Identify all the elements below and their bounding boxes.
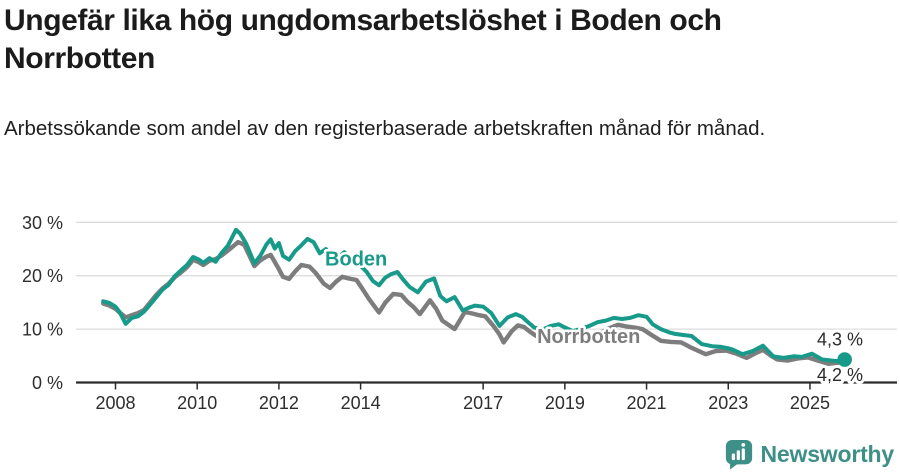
newsworthy-logo-icon [725,439,752,470]
brand-name: Newsworthy [760,440,895,467]
end-value-label-norrbotten: 4,2 % [817,365,863,385]
chart-title-line-1: Ungefär lika hög ungdomsarbetslöshet i B… [4,4,722,37]
x-tick-label: 2008 [95,393,135,413]
chart-title-line-2: Norrbotten [4,42,155,75]
newsworthy-brand: Newsworthy [724,438,894,470]
chart-title: Ungefär lika hög ungdomsarbetslöshet i B… [4,2,722,78]
y-tick-label: 0 % [32,373,63,393]
y-tick-label: 30 % [22,213,63,233]
series-label-boden: Boden [325,249,387,271]
series-label-norrbotten: Norrbotten [537,326,640,348]
x-tick-label: 2019 [545,393,585,413]
chart-subtitle: Arbetssökande som andel av den registerb… [4,117,766,140]
x-tick-label: 2021 [627,393,667,413]
series-end-dot-boden [837,352,852,367]
x-tick-label: 2010 [177,393,217,413]
series-line-norrbotten [100,239,847,366]
x-tick-label: 2023 [708,393,748,413]
series-line-boden [101,227,847,364]
end-value-label-boden: 4,3 % [817,330,863,350]
x-tick-label: 2017 [463,393,503,413]
x-tick-label: 2025 [790,393,830,413]
y-tick-label: 10 % [22,320,63,340]
y-tick-label: 20 % [22,266,63,286]
x-tick-label: 2012 [259,393,299,413]
x-tick-label: 2014 [341,393,381,413]
